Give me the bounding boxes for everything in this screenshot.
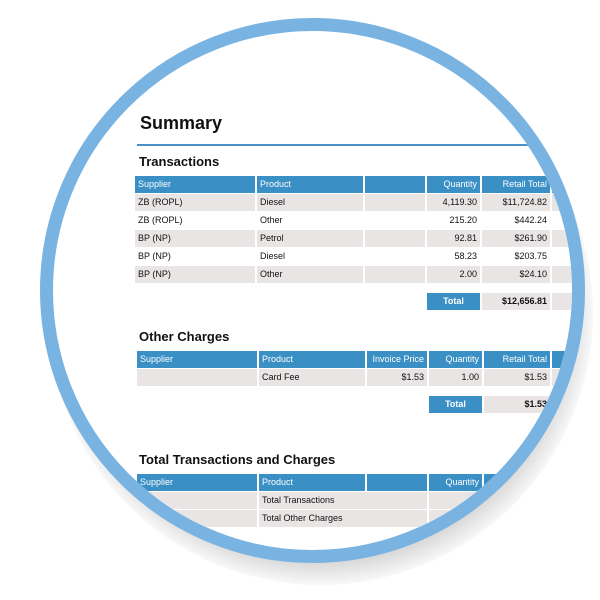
table-cell bbox=[365, 266, 425, 283]
table-cell: $442.24 bbox=[482, 212, 550, 229]
table-cell: 215.20 bbox=[427, 212, 480, 229]
table-cell bbox=[257, 293, 363, 310]
table-cell: Product bbox=[259, 474, 365, 491]
table-cell bbox=[429, 492, 482, 509]
table-cell: Supplier bbox=[137, 351, 257, 368]
table-cell bbox=[429, 510, 482, 527]
table-cell bbox=[484, 510, 550, 527]
table-row: Supplier Product Quantity bbox=[137, 474, 572, 491]
table-row: Total $12,656.81 bbox=[135, 293, 572, 310]
table-cell: Diesel bbox=[257, 248, 363, 265]
table-cell: Product bbox=[257, 176, 363, 193]
table-cell bbox=[552, 266, 572, 283]
table-cell bbox=[365, 248, 425, 265]
circle-frame: Summary Transactions Other Charges Total… bbox=[40, 18, 585, 563]
table-cell bbox=[365, 176, 425, 193]
table-cell bbox=[552, 492, 572, 509]
table-row: ZB (ROPL) Other 215.20 $442.24 bbox=[135, 212, 572, 229]
table-cell bbox=[137, 369, 257, 386]
table-cell: Petrol bbox=[257, 230, 363, 247]
table-cell: $261.90 bbox=[482, 230, 550, 247]
table-cell bbox=[484, 474, 550, 491]
table-cell bbox=[135, 293, 255, 310]
table-cell: $203.75 bbox=[482, 248, 550, 265]
table-cell: Product bbox=[259, 351, 365, 368]
table-row: ZB (ROPL) Diesel 4,119.30 $11,724.82 bbox=[135, 194, 572, 211]
table-cell bbox=[552, 510, 572, 527]
section-title: Total Transactions and Charges bbox=[139, 452, 336, 467]
table-cell: $12,656.81 bbox=[482, 293, 550, 310]
table-cell: Quantity bbox=[429, 474, 482, 491]
section-title: Other Charges bbox=[139, 329, 230, 344]
table-cell: Diesel bbox=[257, 194, 363, 211]
table-row: Total $1.53 bbox=[137, 396, 572, 413]
table-row: Card Fee $1.53 1.00 $1.53 bbox=[137, 369, 572, 386]
table-cell bbox=[365, 230, 425, 247]
table-cell: Quantity bbox=[427, 176, 480, 193]
table-cell: BP (NP) bbox=[135, 266, 255, 283]
table-cell: Invoice Price bbox=[367, 351, 427, 368]
table-row: Supplier Product Quantity Retail Total bbox=[135, 176, 572, 193]
table-cell bbox=[365, 194, 425, 211]
table-cell bbox=[552, 212, 572, 229]
section-title: Transactions bbox=[139, 154, 220, 169]
table-cell bbox=[552, 194, 572, 211]
table-cell: Supplier bbox=[135, 176, 255, 193]
table-cell: Quantity bbox=[429, 351, 482, 368]
table-cell bbox=[367, 396, 427, 413]
table-cell: $1.53 bbox=[484, 369, 550, 386]
table-cell: 4,119.30 bbox=[427, 194, 480, 211]
table-cell: ZB (ROPL) bbox=[135, 194, 255, 211]
table-cell: Other bbox=[257, 212, 363, 229]
table-cell bbox=[552, 396, 572, 413]
table-cell bbox=[365, 293, 425, 310]
table-cell bbox=[367, 474, 427, 491]
table-cell: $11,724.82 bbox=[482, 194, 550, 211]
table-row: Total Other Charges bbox=[137, 510, 572, 527]
table-cell: Total bbox=[429, 396, 482, 413]
table-cell bbox=[365, 212, 425, 229]
table-cell bbox=[552, 176, 572, 193]
table-cell bbox=[552, 230, 572, 247]
table-row: Total Transactions bbox=[137, 492, 572, 509]
table-cell: $1.53 bbox=[367, 369, 427, 386]
table-cell: Retail Total bbox=[484, 351, 550, 368]
table-cell: BP (NP) bbox=[135, 248, 255, 265]
table-cell: Supplier bbox=[137, 474, 257, 491]
table-cell bbox=[484, 492, 550, 509]
table-cell: $1.53 bbox=[484, 396, 550, 413]
table-row: BP (NP) Diesel 58.23 $203.75 bbox=[135, 248, 572, 265]
table-cell: Other bbox=[257, 266, 363, 283]
table-cell: 2.00 bbox=[427, 266, 480, 283]
table-cell: Card Fee bbox=[259, 369, 365, 386]
table-cell bbox=[552, 369, 572, 386]
rule bbox=[137, 144, 572, 146]
table-cell: Retail Total bbox=[482, 176, 550, 193]
table-cell bbox=[552, 474, 572, 491]
table-row: Supplier Product Invoice Price Quantity Reta… bbox=[137, 351, 572, 368]
table-cell: $24.10 bbox=[482, 266, 550, 283]
table-cell: 1.00 bbox=[429, 369, 482, 386]
table-cell bbox=[552, 248, 572, 265]
table-cell: ZB (ROPL) bbox=[135, 212, 255, 229]
table-row: BP (NP) Petrol 92.81 $261.90 bbox=[135, 230, 572, 247]
table-cell: Total Transactions bbox=[259, 492, 427, 509]
document: Summary Transactions Other Charges Total… bbox=[53, 31, 572, 550]
table-cell: 92.81 bbox=[427, 230, 480, 247]
table-cell bbox=[137, 492, 257, 509]
table-cell bbox=[552, 293, 572, 310]
table-cell bbox=[137, 396, 257, 413]
title: Summary bbox=[140, 113, 223, 133]
table-cell: BP (NP) bbox=[135, 230, 255, 247]
table-cell: 58.23 bbox=[427, 248, 480, 265]
table-cell: Total Other Charges bbox=[259, 510, 427, 527]
table-cell bbox=[259, 396, 365, 413]
table-cell bbox=[137, 510, 257, 527]
table-row: BP (NP) Other 2.00 $24.10 bbox=[135, 266, 572, 283]
table-cell: Total bbox=[427, 293, 480, 310]
table-cell bbox=[552, 351, 572, 368]
